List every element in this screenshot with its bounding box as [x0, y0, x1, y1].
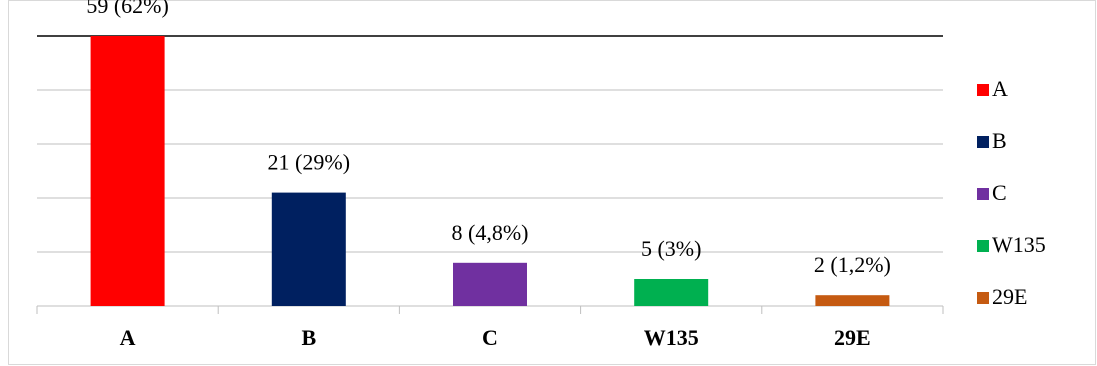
legend-swatch: [977, 188, 989, 200]
legend-swatch: [977, 84, 989, 96]
data-label: 5 (3%): [641, 236, 701, 261]
bar: [453, 262, 527, 306]
legend-label: 29E: [992, 284, 1027, 309]
legend-swatch: [977, 136, 989, 148]
legend-label: A: [992, 76, 1008, 101]
legend-label: C: [992, 180, 1007, 205]
legend-label: W135: [992, 232, 1046, 257]
data-label: 59 (62%): [86, 0, 168, 18]
data-label: 21 (29%): [268, 150, 350, 175]
bar: [634, 279, 709, 306]
bar: [90, 36, 165, 307]
legend-swatch: [977, 292, 989, 304]
data-label: 8 (4,8%): [452, 220, 529, 245]
grid: [36, 35, 944, 314]
x-tick-label: C: [482, 325, 498, 350]
bar: [271, 192, 346, 306]
data-label: 2 (1,2%): [814, 252, 891, 277]
x-tick-label: B: [301, 325, 316, 350]
legend-label: B: [992, 128, 1007, 153]
x-tick-label: 29E: [834, 325, 871, 350]
chart-frame: [8, 0, 1096, 365]
labels: A 59 (62%) A B 21 (29%) B C 8 (4,8%) C W135 5 (3%)…: [86, 0, 1045, 350]
legend-swatch: [977, 240, 989, 252]
bar: [815, 295, 890, 306]
bars: [90, 36, 890, 307]
x-tick-label: A: [120, 325, 136, 350]
x-tick-label: W135: [644, 325, 699, 350]
